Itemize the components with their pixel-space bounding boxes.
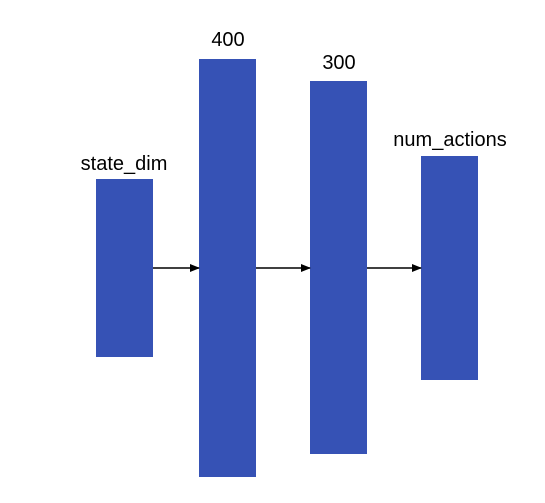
layer-label-400: 400 xyxy=(211,29,244,51)
layer-label-state-dim: state_dim xyxy=(81,153,168,175)
layer-label-num-actions: num_actions xyxy=(393,129,506,151)
layer-block-num-actions xyxy=(421,156,478,380)
layer-block-300 xyxy=(310,81,367,454)
layer-block-state-dim xyxy=(96,179,153,357)
layer-label-300: 300 xyxy=(322,52,355,74)
layer-block-400 xyxy=(199,59,256,477)
